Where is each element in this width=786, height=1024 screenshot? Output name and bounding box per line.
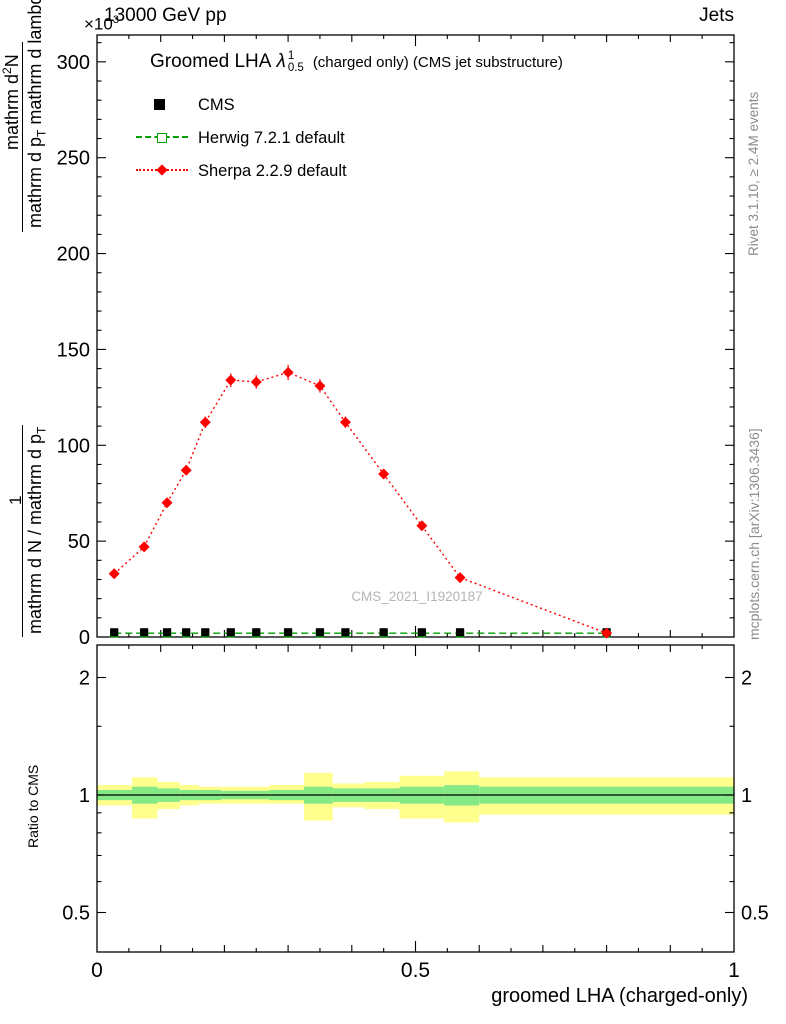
analysis-type-label: Jets [699,5,734,26]
power-prefix: ×10 [84,14,113,34]
series-cms [110,628,611,637]
ratio-axis-label: Ratio to CMS [25,764,41,848]
y-label-text: mathrm d N / mathrm d p [25,433,45,634]
cms-marker-icon [136,97,188,113]
legend-label-cms: CMS [198,95,235,114]
plot-title: Groomed LHA λ 1 0.5 (charged only) (CMS jet … [150,50,563,74]
legend: CMS Herwig 7.2.1 default Sherpa 2.2.9 de… [136,94,347,182]
legend-item-herwig: Herwig 7.2.1 default [136,127,347,149]
y-axis-fraction-bar [22,42,24,232]
sherpa-marker-icon [136,163,188,179]
y-label-sub: T [34,426,49,434]
y-label-text: N [2,54,22,68]
watermark: CMS_2021_I1920187 [351,589,483,604]
title-lambda-sup: 1 [287,50,295,62]
svg-text:0: 0 [91,959,103,982]
filled-square-icon [154,99,165,110]
y-label-text: mathrm d lambda [25,0,45,130]
legend-label-herwig: Herwig 7.2.1 default [198,128,345,147]
mcplots-arxiv-label: mcplots.cern.ch [arXiv:1306.3436] [746,428,762,640]
y-axis-power-label: ×103 [84,14,119,35]
y-label-text: mathrm d p [25,136,45,228]
svg-text:1: 1 [79,785,90,807]
svg-text:300: 300 [57,52,90,74]
svg-text:100: 100 [57,435,90,457]
svg-text:2: 2 [741,668,752,690]
y-label-sup: 2 [0,67,14,74]
title-suffix: (charged only) (CMS jet substructure) [312,54,563,72]
title-lambda-sub: 0.5 [287,62,304,75]
svg-text:1: 1 [728,959,740,982]
svg-text:1: 1 [741,785,752,807]
svg-text:0.5: 0.5 [401,959,430,982]
legend-item-cms: CMS [136,94,347,116]
power-exponent: 3 [112,14,119,26]
y-axis-label-numerator: mathrm d2N [0,54,23,150]
y-label-sub: T [34,129,49,137]
legend-item-sherpa: Sherpa 2.2.9 default [136,160,347,182]
x-axis-label: groomed LHA (charged-only) [491,985,748,1007]
diamond-icon [156,164,168,176]
y-axis-fraction-bar [22,425,24,637]
herwig-marker-icon [136,130,188,146]
rivet-version-label: Rivet 3.1.10, ≥ 2.4M events [746,91,761,256]
svg-text:200: 200 [57,244,90,266]
svg-text:0.5: 0.5 [62,903,90,925]
title-lambda-indices: 1 0.5 [288,50,304,74]
svg-text:50: 50 [68,531,90,553]
legend-label-sherpa: Sherpa 2.2.9 default [198,161,347,180]
y-axis-label-denominator: mathrm d pT mathrm d lambda [25,0,49,228]
svg-text:0: 0 [79,627,90,649]
title-main: Groomed LHA [150,51,272,73]
svg-text:2: 2 [79,668,90,690]
svg-text:250: 250 [57,148,90,170]
title-lambda-symbol: λ [276,51,286,73]
svg-text:150: 150 [57,339,90,361]
series-sherpa [108,364,613,639]
beam-energy-label: 13000 GeV pp [104,5,227,26]
y-label-text: mathrm d [2,73,22,150]
open-square-icon [157,132,167,143]
y-axis-label-dndpt: mathrm d N / mathrm d pT [25,427,49,634]
svg-text:0.5: 0.5 [741,903,769,925]
